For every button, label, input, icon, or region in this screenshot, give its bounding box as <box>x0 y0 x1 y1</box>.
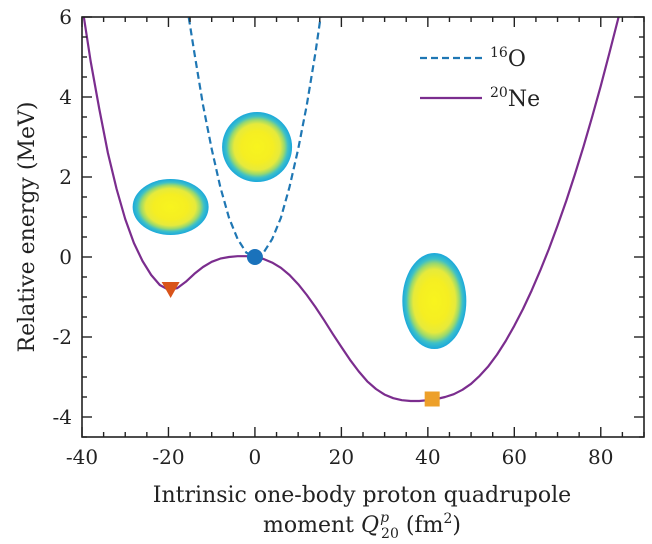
marker-square <box>424 391 440 407</box>
y-tick-label: 0 <box>59 245 72 269</box>
legend-label-ne20: 20Ne <box>490 85 540 112</box>
x-tick-label: -40 <box>66 445 98 469</box>
marker-layer <box>161 249 440 407</box>
x-axis-label-line2: moment Qp 20 (fm2) <box>263 510 461 542</box>
density-inset-prolate <box>402 253 467 349</box>
y-tick-label: 2 <box>59 165 72 189</box>
x-tick-label: 0 <box>249 445 262 469</box>
x-tick-label: -20 <box>152 445 184 469</box>
density-inset-layer <box>132 112 467 349</box>
y-tick-label: -2 <box>53 325 72 349</box>
x-axis-label-line1: Intrinsic one-body proton quadrupole <box>153 483 571 508</box>
x-tick-label: 60 <box>502 445 527 469</box>
y-axis-label: Relative energy (MeV) <box>15 102 40 353</box>
y-tick-label: 6 <box>59 5 72 29</box>
legend-label-o16: 16O <box>490 45 526 72</box>
density-inset-oblate <box>132 179 209 235</box>
y-tick-label: -4 <box>53 405 72 429</box>
legend: 16O 20Ne <box>420 45 540 112</box>
marker-circle <box>246 249 263 265</box>
y-tick-label: 4 <box>59 85 72 109</box>
density-inset-sphere <box>222 112 293 182</box>
series-line-16o <box>187 17 322 259</box>
tick-layer <box>81 16 645 438</box>
x-tick-label: 20 <box>329 445 354 469</box>
x-tick-label: 80 <box>588 445 613 469</box>
marker-triangle-down <box>161 282 180 298</box>
x-tick-label: 40 <box>415 445 440 469</box>
